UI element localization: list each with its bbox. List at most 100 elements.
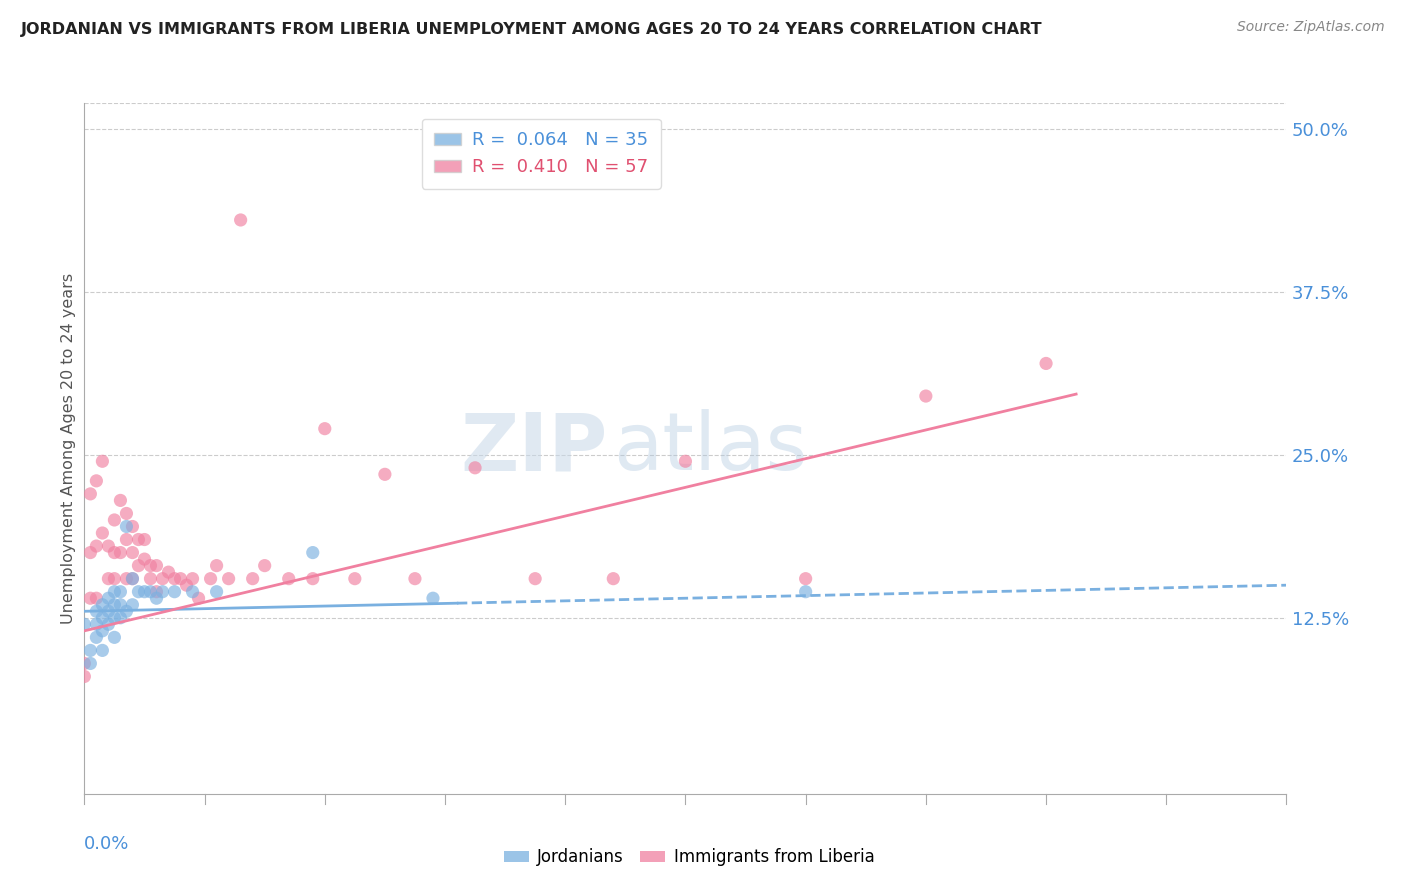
- Point: [314, 422, 336, 436]
- Point: [97, 539, 120, 553]
- Point: [86, 617, 108, 632]
- Point: [115, 533, 138, 547]
- Point: [115, 572, 138, 586]
- Point: [91, 454, 114, 468]
- Point: [253, 558, 276, 573]
- Point: [86, 539, 108, 553]
- Point: [134, 552, 156, 566]
- Point: [115, 507, 138, 521]
- Point: [127, 584, 149, 599]
- Point: [242, 572, 264, 586]
- Point: [301, 545, 323, 559]
- Point: [464, 460, 486, 475]
- Point: [110, 611, 132, 625]
- Point: [103, 572, 125, 586]
- Point: [103, 513, 125, 527]
- Point: [97, 572, 120, 586]
- Point: [115, 604, 138, 618]
- Point: [152, 572, 174, 586]
- Point: [79, 591, 101, 606]
- Point: [91, 611, 114, 625]
- Point: [145, 591, 167, 606]
- Point: [91, 643, 114, 657]
- Point: [79, 657, 101, 671]
- Point: [91, 598, 114, 612]
- Point: [422, 591, 444, 606]
- Point: [121, 519, 143, 533]
- Point: [134, 584, 156, 599]
- Point: [1035, 356, 1057, 370]
- Point: [134, 533, 156, 547]
- Point: [110, 598, 132, 612]
- Point: [163, 572, 186, 586]
- Point: [121, 572, 143, 586]
- Point: [86, 474, 108, 488]
- Point: [103, 611, 125, 625]
- Point: [86, 591, 108, 606]
- Point: [79, 643, 101, 657]
- Point: [602, 572, 624, 586]
- Point: [91, 624, 114, 638]
- Text: Source: ZipAtlas.com: Source: ZipAtlas.com: [1237, 20, 1385, 34]
- Legend: R =  0.064   N = 35, R =  0.410   N = 57: R = 0.064 N = 35, R = 0.410 N = 57: [422, 119, 661, 189]
- Point: [169, 572, 191, 586]
- Text: JORDANIAN VS IMMIGRANTS FROM LIBERIA UNEMPLOYMENT AMONG AGES 20 TO 24 YEARS CORR: JORDANIAN VS IMMIGRANTS FROM LIBERIA UNE…: [21, 22, 1043, 37]
- Point: [229, 213, 252, 227]
- Point: [181, 572, 204, 586]
- Point: [73, 657, 96, 671]
- Point: [121, 545, 143, 559]
- Point: [127, 533, 149, 547]
- Point: [145, 584, 167, 599]
- Point: [110, 545, 132, 559]
- Point: [794, 584, 817, 599]
- Point: [73, 617, 96, 632]
- Point: [91, 526, 114, 541]
- Point: [103, 598, 125, 612]
- Point: [121, 598, 143, 612]
- Point: [139, 584, 162, 599]
- Point: [343, 572, 366, 586]
- Point: [97, 617, 120, 632]
- Point: [404, 572, 426, 586]
- Point: [110, 584, 132, 599]
- Point: [163, 584, 186, 599]
- Point: [277, 572, 299, 586]
- Point: [794, 572, 817, 586]
- Point: [103, 631, 125, 645]
- Point: [86, 604, 108, 618]
- Point: [205, 584, 228, 599]
- Point: [139, 572, 162, 586]
- Point: [86, 631, 108, 645]
- Point: [79, 487, 101, 501]
- Point: [200, 572, 222, 586]
- Point: [139, 558, 162, 573]
- Point: [145, 558, 167, 573]
- Point: [110, 493, 132, 508]
- Point: [181, 584, 204, 599]
- Point: [115, 519, 138, 533]
- Point: [157, 565, 180, 579]
- Point: [218, 572, 240, 586]
- Point: [97, 591, 120, 606]
- Text: ZIP: ZIP: [460, 409, 607, 487]
- Point: [675, 454, 697, 468]
- Point: [73, 669, 96, 683]
- Point: [524, 572, 547, 586]
- Point: [103, 545, 125, 559]
- Point: [121, 572, 143, 586]
- Point: [152, 584, 174, 599]
- Point: [97, 604, 120, 618]
- Point: [79, 545, 101, 559]
- Point: [127, 558, 149, 573]
- Y-axis label: Unemployment Among Ages 20 to 24 years: Unemployment Among Ages 20 to 24 years: [60, 273, 76, 624]
- Legend: Jordanians, Immigrants from Liberia: Jordanians, Immigrants from Liberia: [496, 842, 882, 873]
- Text: atlas: atlas: [613, 409, 807, 487]
- Point: [176, 578, 198, 592]
- Point: [374, 467, 396, 482]
- Point: [205, 558, 228, 573]
- Point: [301, 572, 323, 586]
- Point: [187, 591, 209, 606]
- Text: 0.0%: 0.0%: [84, 835, 129, 854]
- Point: [915, 389, 938, 403]
- Point: [103, 584, 125, 599]
